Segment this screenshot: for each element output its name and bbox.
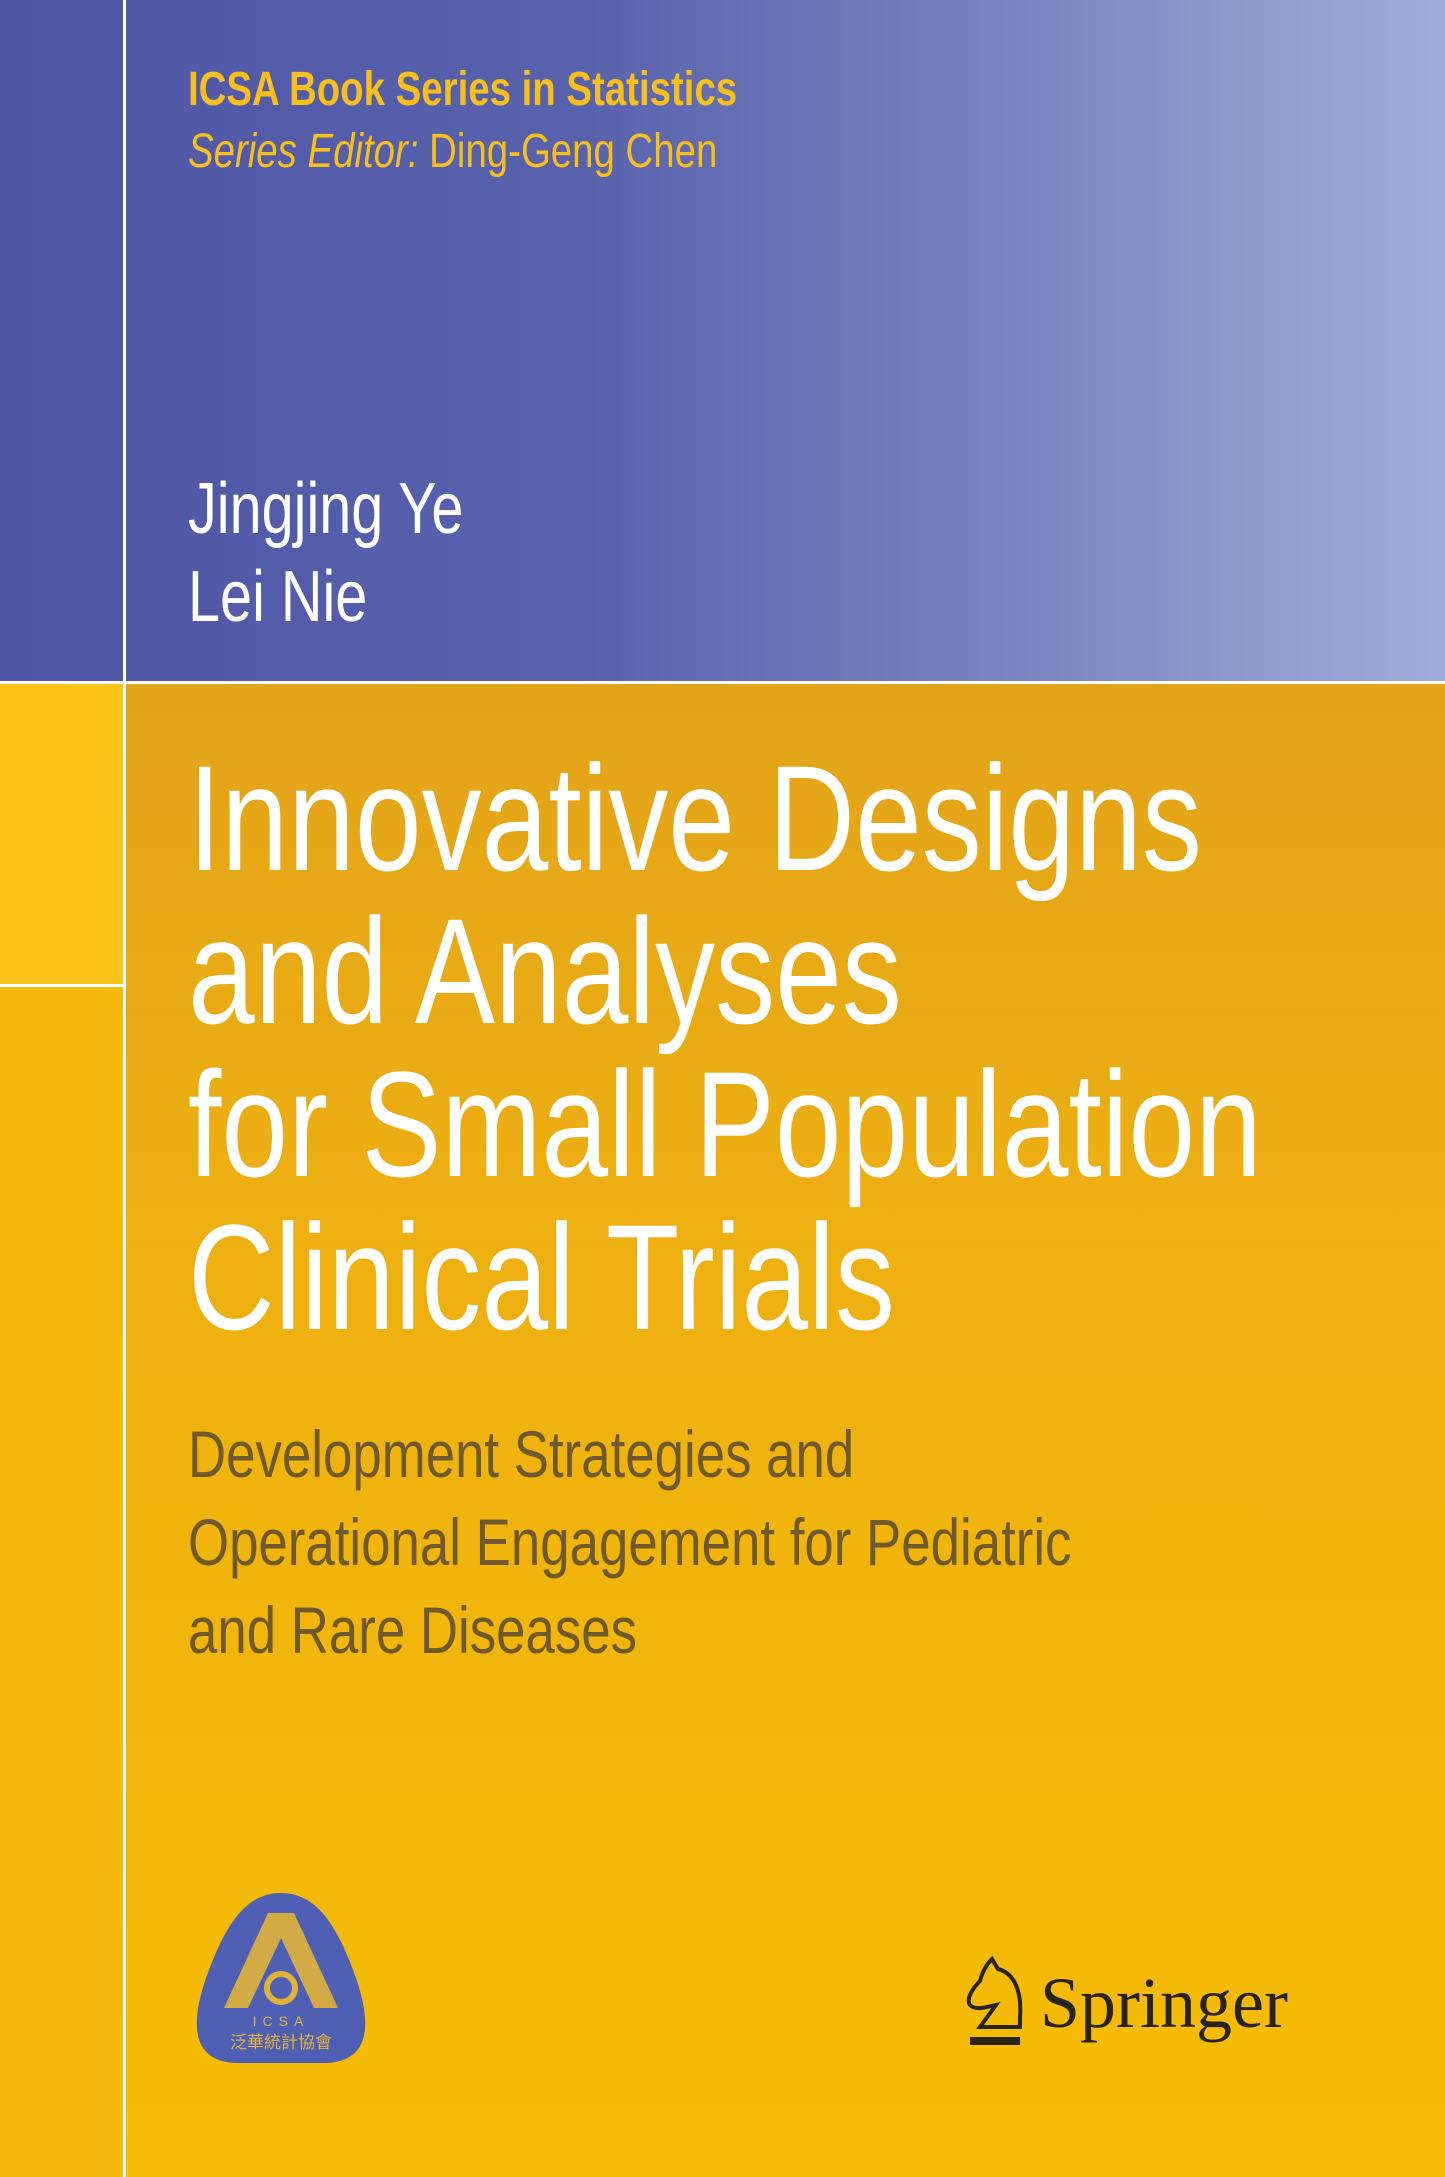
icsa-logo: ICSA 泛華統計協會: [196, 1893, 366, 2063]
left-divider: [0, 984, 124, 987]
subtitle-line: and Rare Diseases: [188, 1593, 638, 1667]
book-title: Innovative Designs and Analyses for Smal…: [188, 742, 1262, 1354]
series-editor-name: Ding-Geng Chen: [429, 125, 718, 178]
book-subtitle: Development Strategies and Operational E…: [188, 1410, 1071, 1674]
svg-text:泛華統計協會: 泛華統計協會: [230, 2033, 332, 2053]
top-band: [0, 0, 1445, 683]
left-accent-block: [0, 683, 124, 985]
springer-horse-icon: [966, 1955, 1023, 2045]
publisher-name: Springer: [1040, 1962, 1288, 2043]
series-editor-label: Series Editor:: [188, 125, 419, 178]
springer-logo: Springer: [962, 1955, 1288, 2051]
title-line: and Analyses: [188, 887, 902, 1055]
left-accent-strip: [0, 985, 124, 2177]
title-line: for Small Population: [188, 1040, 1262, 1208]
subtitle-line: Operational Engagement for Pediatric: [188, 1505, 1072, 1579]
series-title: ICSA Book Series in Statistics: [188, 63, 738, 116]
horizontal-divider: [0, 681, 1445, 684]
series-editor: Series Editor: Ding-Geng Chen: [188, 124, 717, 179]
subtitle-line: Development Strategies and: [188, 1417, 855, 1491]
author-2: Lei Nie: [188, 557, 368, 637]
author-1: Jingjing Ye: [188, 469, 464, 549]
vertical-divider: [123, 0, 126, 2177]
title-line: Innovative Designs: [188, 734, 1202, 902]
title-line: Clinical Trials: [188, 1193, 895, 1361]
svg-text:ICSA: ICSA: [253, 2013, 310, 2029]
